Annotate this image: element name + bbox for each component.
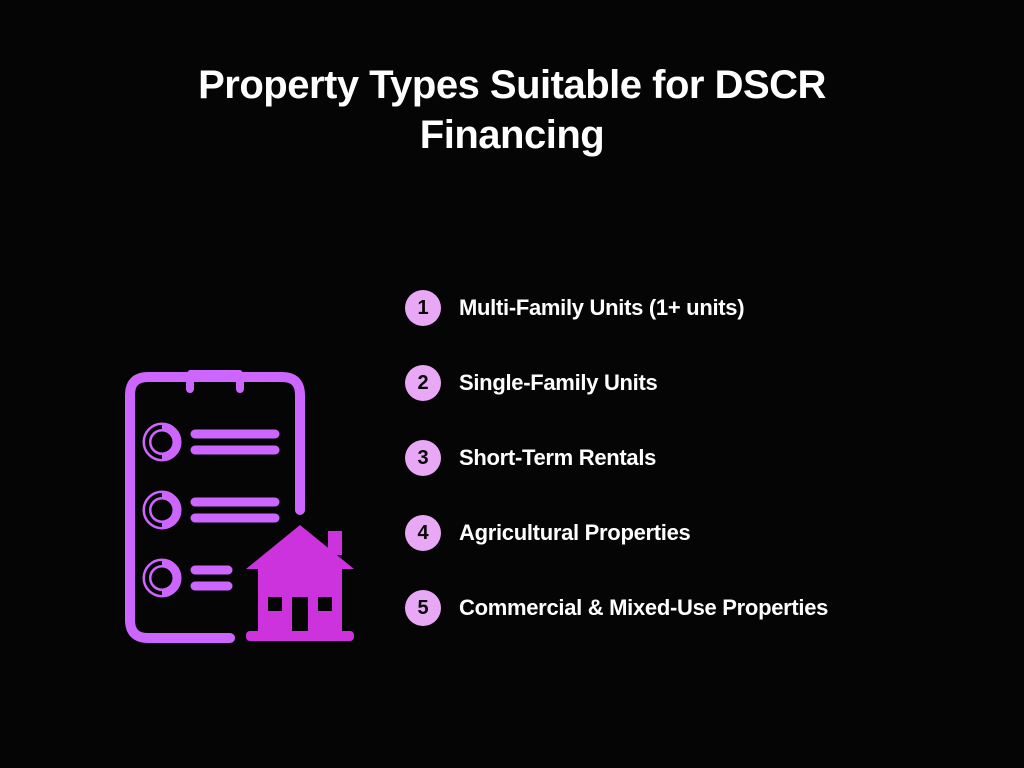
list-item: 3 Short-Term Rentals [405, 440, 828, 476]
property-types-list: 1 Multi-Family Units (1+ units) 2 Single… [405, 290, 828, 626]
number-badge: 2 [405, 365, 441, 401]
item-text: Short-Term Rentals [459, 445, 656, 471]
list-item: 1 Multi-Family Units (1+ units) [405, 290, 828, 326]
item-text: Multi-Family Units (1+ units) [459, 295, 744, 321]
page-title: Property Types Suitable for DSCR Financi… [102, 60, 922, 160]
item-text: Commercial & Mixed-Use Properties [459, 595, 828, 621]
item-text: Agricultural Properties [459, 520, 691, 546]
number-badge: 1 [405, 290, 441, 326]
number-badge: 5 [405, 590, 441, 626]
list-item: 4 Agricultural Properties [405, 515, 828, 551]
list-item: 2 Single-Family Units [405, 365, 828, 401]
number-badge: 4 [405, 515, 441, 551]
list-item: 5 Commercial & Mixed-Use Properties [405, 590, 828, 626]
number-badge: 3 [405, 440, 441, 476]
checklist-house-icon [100, 370, 370, 660]
item-text: Single-Family Units [459, 370, 657, 396]
